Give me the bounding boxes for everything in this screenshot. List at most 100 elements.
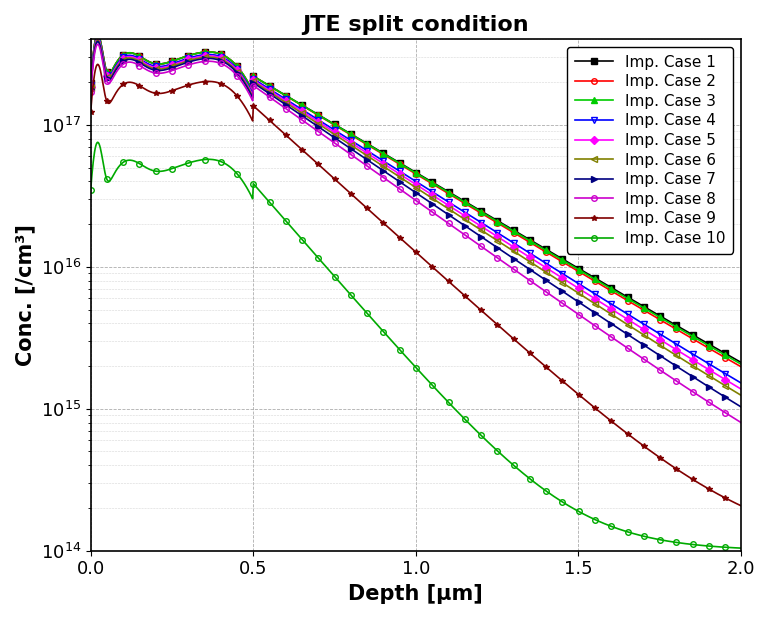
- Imp. Case 3: [373, 147, 382, 154]
- Line: Imp. Case 6: Imp. Case 6: [88, 37, 744, 398]
- Imp. Case 2: [605, 287, 614, 294]
- Imp. Case 7: [373, 163, 382, 171]
- Line: Imp. Case 10: Imp. Case 10: [88, 139, 744, 551]
- Imp. Case 5: [533, 259, 542, 266]
- Imp. Case 10: [350, 295, 359, 303]
- Imp. Case 2: [350, 133, 359, 141]
- Imp. Case 7: [594, 311, 603, 319]
- Imp. Case 2: [533, 243, 542, 251]
- Imp. Case 2: [736, 363, 745, 370]
- Imp. Case 4: [350, 139, 359, 146]
- Imp. Case 4: [736, 379, 745, 386]
- Imp. Case 3: [736, 360, 745, 368]
- Imp. Case 10: [605, 522, 614, 529]
- Imp. Case 10: [736, 544, 745, 552]
- Imp. Case 1: [153, 60, 162, 67]
- Imp. Case 6: [153, 66, 162, 73]
- Imp. Case 4: [594, 292, 603, 300]
- Legend: Imp. Case 1, Imp. Case 2, Imp. Case 3, Imp. Case 4, Imp. Case 5, Imp. Case 6, Im: Imp. Case 1, Imp. Case 2, Imp. Case 3, I…: [567, 47, 733, 254]
- Imp. Case 6: [86, 84, 95, 92]
- Imp. Case 8: [86, 89, 95, 96]
- Imp. Case 1: [373, 146, 382, 154]
- Imp. Case 10: [86, 186, 95, 194]
- Imp. Case 7: [350, 147, 359, 155]
- Imp. Case 2: [93, 31, 102, 38]
- Imp. Case 7: [93, 38, 102, 45]
- Imp. Case 4: [373, 154, 382, 161]
- Imp. Case 1: [605, 283, 614, 290]
- Imp. Case 5: [86, 83, 95, 90]
- Imp. Case 9: [373, 214, 382, 222]
- Imp. Case 1: [736, 358, 745, 366]
- Line: Imp. Case 5: Imp. Case 5: [88, 36, 744, 392]
- Imp. Case 3: [605, 284, 614, 292]
- Imp. Case 7: [736, 403, 745, 410]
- Imp. Case 9: [153, 90, 162, 97]
- Imp. Case 1: [533, 241, 542, 248]
- Imp. Case 2: [594, 279, 603, 287]
- Imp. Case 3: [153, 60, 162, 67]
- Line: Imp. Case 2: Imp. Case 2: [88, 32, 744, 370]
- Imp. Case 3: [86, 79, 95, 87]
- Imp. Case 5: [373, 156, 382, 163]
- Imp. Case 3: [93, 31, 102, 38]
- Imp. Case 9: [93, 61, 102, 68]
- Imp. Case 5: [605, 305, 614, 312]
- Imp. Case 3: [594, 277, 603, 285]
- Y-axis label: Conc. [/cm³]: Conc. [/cm³]: [15, 224, 35, 366]
- Imp. Case 6: [736, 391, 745, 399]
- Imp. Case 4: [153, 63, 162, 70]
- Imp. Case 7: [153, 67, 162, 74]
- Imp. Case 9: [594, 407, 603, 414]
- Imp. Case 5: [93, 35, 102, 43]
- Imp. Case 8: [153, 69, 162, 77]
- Imp. Case 5: [736, 385, 745, 392]
- Imp. Case 5: [153, 64, 162, 72]
- Imp. Case 10: [93, 139, 102, 146]
- Imp. Case 8: [533, 282, 542, 290]
- Imp. Case 1: [350, 132, 359, 140]
- Imp. Case 9: [86, 108, 95, 116]
- Imp. Case 6: [533, 263, 542, 271]
- Imp. Case 7: [86, 85, 95, 93]
- Line: Imp. Case 9: Imp. Case 9: [88, 61, 744, 508]
- Imp. Case 1: [594, 276, 603, 284]
- Imp. Case 4: [533, 254, 542, 262]
- Imp. Case 9: [350, 193, 359, 201]
- Imp. Case 7: [533, 271, 542, 279]
- Imp. Case 10: [594, 517, 603, 525]
- Imp. Case 1: [86, 79, 95, 87]
- Imp. Case 6: [93, 37, 102, 44]
- Line: Imp. Case 1: Imp. Case 1: [88, 32, 744, 365]
- Imp. Case 8: [93, 40, 102, 48]
- Imp. Case 2: [153, 60, 162, 67]
- Imp. Case 4: [605, 300, 614, 307]
- Imp. Case 8: [736, 418, 745, 426]
- Imp. Case 3: [350, 132, 359, 140]
- Imp. Case 6: [373, 159, 382, 167]
- Line: Imp. Case 7: Imp. Case 7: [88, 38, 744, 410]
- Imp. Case 8: [350, 153, 359, 160]
- Imp. Case 6: [594, 302, 603, 310]
- Imp. Case 3: [533, 242, 542, 249]
- Imp. Case 1: [93, 31, 102, 38]
- Line: Imp. Case 8: Imp. Case 8: [88, 41, 744, 425]
- X-axis label: Depth [μm]: Depth [μm]: [348, 584, 483, 604]
- Imp. Case 5: [350, 141, 359, 149]
- Imp. Case 9: [736, 502, 745, 509]
- Imp. Case 7: [605, 319, 614, 327]
- Title: JTE split condition: JTE split condition: [303, 15, 529, 35]
- Imp. Case 10: [373, 321, 382, 329]
- Imp. Case 8: [594, 324, 603, 332]
- Imp. Case 10: [153, 168, 162, 175]
- Imp. Case 5: [594, 297, 603, 305]
- Line: Imp. Case 3: Imp. Case 3: [88, 32, 744, 366]
- Imp. Case 10: [533, 481, 542, 488]
- Imp. Case 8: [373, 170, 382, 177]
- Imp. Case 6: [605, 310, 614, 317]
- Imp. Case 2: [373, 147, 382, 155]
- Imp. Case 2: [86, 79, 95, 87]
- Imp. Case 4: [86, 82, 95, 89]
- Imp. Case 8: [605, 332, 614, 340]
- Imp. Case 4: [93, 33, 102, 41]
